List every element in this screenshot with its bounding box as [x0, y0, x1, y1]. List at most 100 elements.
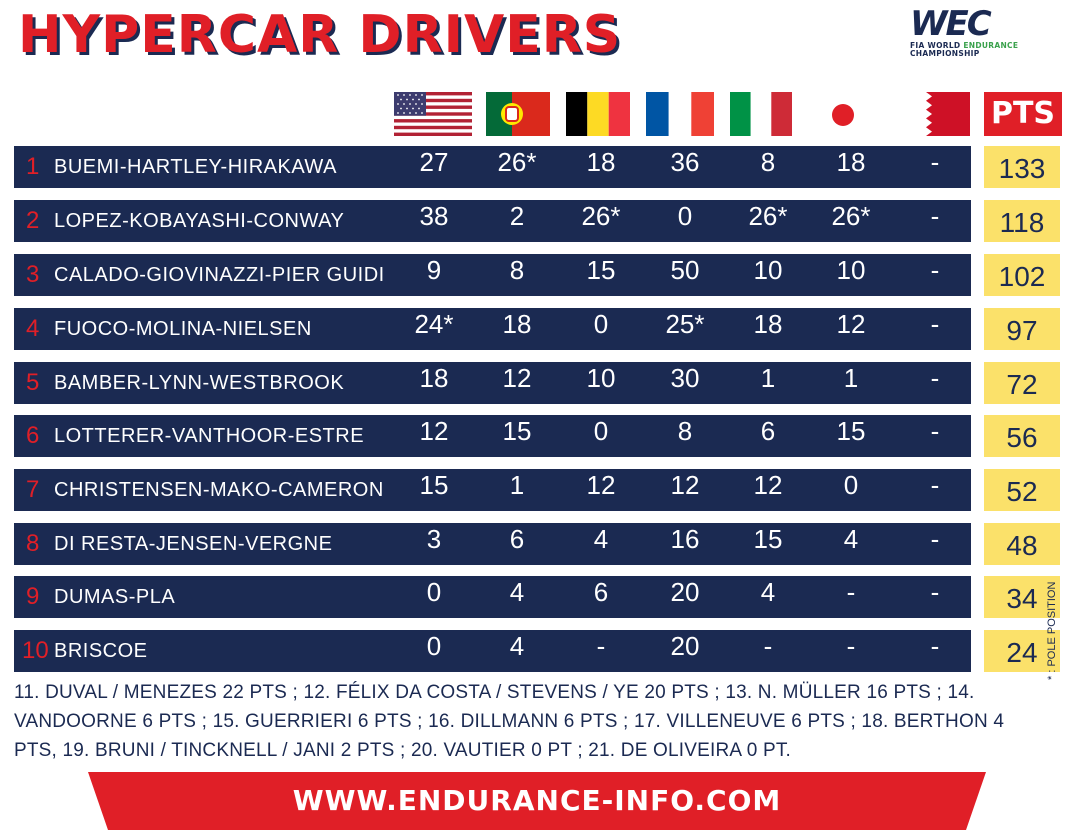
race-points-cell: 18: [419, 363, 449, 393]
race-points-cell: 1: [843, 363, 859, 393]
position-number: 9: [26, 583, 40, 610]
belgium-flag-icon: [566, 92, 630, 136]
race-points-cell: 0: [593, 416, 609, 446]
website-banner: WWW.ENDURANCE-INFO.COM: [88, 772, 986, 830]
race-points-cell: 9: [426, 255, 442, 285]
race-points-cell: -: [930, 470, 940, 500]
driver-names: BRISCOE: [54, 640, 148, 662]
total-points: 34: [984, 576, 1060, 618]
france-flag-icon: [646, 92, 714, 136]
page-title: HYPERCAR DRIVERS: [18, 5, 622, 65]
race-points-cell: 26*: [581, 201, 621, 231]
race-points-cell: 0: [426, 577, 442, 607]
table-row: 7 CHRISTENSEN-MAKO-CAMERON 15 1 12 12 12 0 -: [14, 469, 971, 511]
table-row: 4 FUOCO-MOLINA-NIELSEN 24* 18 0 25* 18 12 -: [14, 308, 971, 350]
race-points-cell: 18: [502, 309, 532, 339]
race-points-cell: 8: [677, 416, 693, 446]
website-url: WWW.ENDURANCE-INFO.COM: [292, 784, 782, 817]
position-number: 8: [26, 530, 40, 557]
table-row: 5 BAMBER-LYNN-WESTBROOK 18 12 10 30 1 1 -: [14, 362, 971, 404]
race-points-cell: 18: [753, 309, 783, 339]
race-points-cell: 0: [677, 201, 693, 231]
race-points-cell: -: [930, 363, 940, 393]
race-points-cell: 25*: [665, 309, 705, 339]
race-points-cell: 6: [509, 524, 525, 554]
race-points-cell: 30: [670, 363, 700, 393]
race-points-cell: 1: [760, 363, 776, 393]
race-points-cell: 26*: [497, 147, 537, 177]
banner-background: [88, 772, 986, 830]
race-points-cell: 12: [502, 363, 532, 393]
race-points-cell: 8: [760, 147, 776, 177]
wec-logo-line1: FIA WORLD ENDURANCE: [910, 41, 1019, 50]
race-points-cell: 3: [426, 524, 442, 554]
driver-names: CHRISTENSEN-MAKO-CAMERON: [54, 479, 384, 501]
position-number: 4: [26, 315, 40, 342]
driver-names: BUEMI-HARTLEY-HIRAKAWA: [54, 156, 337, 178]
position-number: 5: [26, 369, 40, 396]
race-points-cell: -: [930, 147, 940, 177]
position-number: 3: [26, 261, 40, 288]
total-points: 56: [984, 415, 1060, 457]
table-row: 2 LOPEZ-KOBAYASHI-CONWAY 38 2 26* 0 26* 26* -: [14, 200, 971, 242]
position-number: 2: [26, 207, 40, 234]
race-points-cell: 6: [760, 416, 776, 446]
race-points-cell: 18: [586, 147, 616, 177]
driver-names: CALADO-GIOVINAZZI-PIER GUIDI: [54, 264, 385, 286]
position-number: 6: [26, 422, 40, 449]
driver-names: DUMAS-PLA: [54, 586, 176, 608]
total-points: 24: [984, 630, 1060, 672]
race-points-cell: 15: [502, 416, 532, 446]
table-row: 3 CALADO-GIOVINAZZI-PIER GUIDI 9 8 15 50 10 10 -: [14, 254, 971, 296]
race-points-cell: -: [930, 416, 940, 446]
table-row: 10 BRISCOE 0 4 - 20 - - -: [14, 630, 971, 672]
race-points-cell: 12: [836, 309, 866, 339]
total-points: 52: [984, 469, 1060, 511]
other-drivers-list: 11. DUVAL / MENEZES 22 PTS ; 12. FÉLIX D…: [14, 682, 1005, 761]
portugal-flag-icon: [486, 92, 550, 136]
race-points-cell: -: [930, 201, 940, 231]
race-points-cell: 16: [670, 524, 700, 554]
race-points-cell: 0: [426, 631, 442, 661]
driver-names: FUOCO-MOLINA-NIELSEN: [54, 318, 312, 340]
italy-flag-icon: [730, 92, 792, 136]
japan-flag-icon: [806, 92, 880, 136]
driver-names: BAMBER-LYNN-WESTBROOK: [54, 372, 345, 394]
race-points-cell: 8: [509, 255, 525, 285]
race-points-cell: 20: [670, 631, 700, 661]
race-points-cell: 4: [843, 524, 859, 554]
total-points: 48: [984, 523, 1060, 565]
position-number: 1: [26, 153, 40, 180]
race-points-cell: 26*: [831, 201, 871, 231]
race-points-cell: -: [596, 631, 606, 661]
total-points: 72: [984, 362, 1060, 404]
race-points-cell: 15: [419, 470, 449, 500]
usa-flag-icon: [394, 92, 472, 136]
race-points-cell: -: [763, 631, 773, 661]
race-points-cell: 26*: [748, 201, 788, 231]
race-points-cell: 12: [753, 470, 783, 500]
wec-logo-line2: CHAMPIONSHIP: [910, 49, 980, 58]
wec-logo: WEC FIA WORLD ENDURANCE CHAMPIONSHIP: [910, 6, 1050, 62]
race-points-cell: -: [846, 577, 856, 607]
total-points: 118: [984, 200, 1060, 242]
points-column-header: PTS: [984, 92, 1062, 136]
race-points-cell: 1: [509, 470, 525, 500]
table-row: 9 DUMAS-PLA 0 4 6 20 4 - -: [14, 576, 971, 618]
race-points-cell: 0: [593, 309, 609, 339]
race-points-cell: 15: [753, 524, 783, 554]
race-points-cell: 38: [419, 201, 449, 231]
race-points-cell: 2: [509, 201, 525, 231]
table-row: 6 LOTTERER-VANTHOOR-ESTRE 12 15 0 8 6 15 -: [14, 415, 971, 457]
race-points-cell: 4: [760, 577, 776, 607]
race-points-cell: 12: [419, 416, 449, 446]
race-points-cell: 50: [670, 255, 700, 285]
race-points-cell: 18: [836, 147, 866, 177]
race-points-cell: 20: [670, 577, 700, 607]
race-points-cell: -: [930, 309, 940, 339]
race-points-cell: 10: [753, 255, 783, 285]
position-number: 10: [22, 637, 49, 664]
race-points-cell: -: [846, 631, 856, 661]
table-row: 1 BUEMI-HARTLEY-HIRAKAWA 27 26* 18 36 8 18 -: [14, 146, 971, 188]
race-points-cell: 12: [586, 470, 616, 500]
